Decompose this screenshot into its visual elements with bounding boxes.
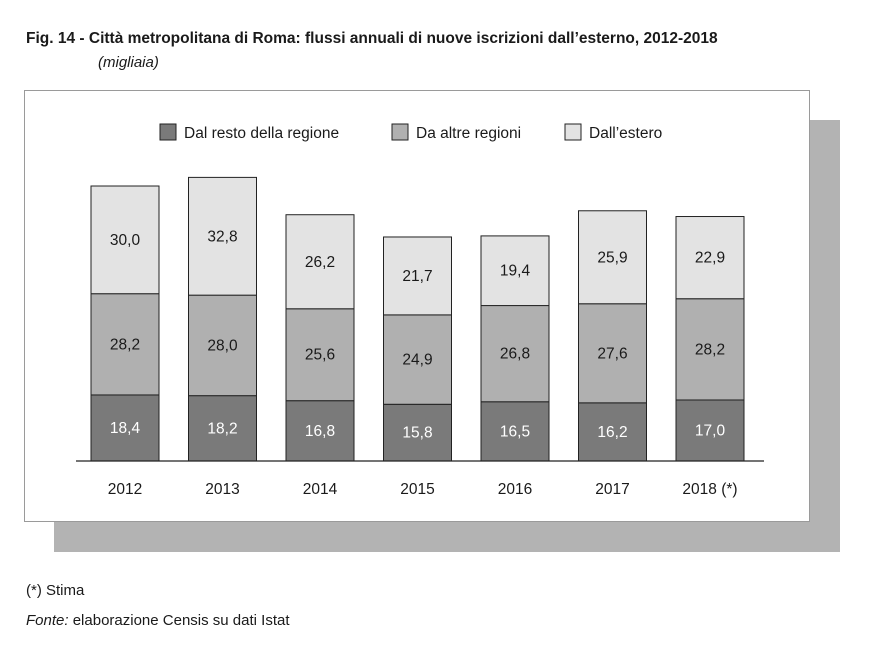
bar-segment-2018-s2 <box>675 298 745 401</box>
x-tick-label-4: 2015 <box>400 481 434 498</box>
data-label-2016-s1: 16,5 <box>500 423 530 440</box>
legend-label-3: Dall’estero <box>589 125 662 142</box>
data-label-2018-s3: 22,9 <box>695 250 725 267</box>
data-label-2013-s3: 32,8 <box>207 228 237 245</box>
source-text: elaborazione Censis su dati Istat <box>72 612 290 629</box>
data-label-2016-s3: 19,4 <box>500 263 531 280</box>
bar-segment-2013-s2 <box>188 294 257 397</box>
data-label-2017-s3: 25,9 <box>597 249 627 266</box>
footnote: (*) Stima <box>26 582 85 599</box>
data-label-2014-s1: 16,8 <box>305 423 335 440</box>
data-label-2015-s3: 21,7 <box>402 268 432 285</box>
data-label-2014-s3: 26,2 <box>305 254 335 271</box>
bar-segment-2018-s3 <box>675 216 745 300</box>
bar-segment-2017-s2 <box>578 303 647 404</box>
x-tick-label-2: 2013 <box>205 481 239 498</box>
bar-segment-2018-s1 <box>675 399 745 462</box>
data-label-2017-s2: 27,6 <box>597 345 627 362</box>
bar-segment-2016-s3 <box>480 235 550 307</box>
data-label-2018-s1: 17,0 <box>695 422 726 439</box>
legend-swatch-1 <box>159 123 177 141</box>
data-label-2015-s1: 15,8 <box>402 425 432 442</box>
data-label-2012-s3: 30,0 <box>110 232 141 249</box>
bar-segment-2012-s2 <box>90 293 160 396</box>
x-tick-label-6: 2017 <box>595 481 629 498</box>
data-label-2013-s2: 28,0 <box>207 337 238 354</box>
legend-label-2: Da altre regioni <box>416 125 521 142</box>
bar-segment-2013-s3 <box>188 176 257 296</box>
bar-segment-2017-s1 <box>578 402 647 462</box>
legend-swatch-3 <box>564 123 582 141</box>
data-label-2018-s2: 28,2 <box>695 341 725 358</box>
x-tick-label-7: 2018 (*) <box>682 481 737 498</box>
x-tick-label-3: 2014 <box>303 481 338 498</box>
legend-label-1: Dal resto della regione <box>184 125 339 142</box>
data-label-2012-s1: 18,4 <box>110 420 141 437</box>
source-note: Fonte: elaborazione Censis su dati Istat <box>26 612 290 629</box>
legend-swatch-2 <box>391 123 409 141</box>
bar-segment-2014-s3 <box>285 214 355 310</box>
bar-segment-2015-s3 <box>383 236 452 316</box>
bar-segment-2017-s3 <box>578 210 647 305</box>
figure-title: Fig. 14 - Città metropolitana di Roma: f… <box>26 30 718 47</box>
data-label-2016-s2: 26,8 <box>500 346 530 363</box>
bar-segment-2012-s1 <box>90 394 160 462</box>
source-label: Fonte: <box>26 612 69 629</box>
bar-segment-2016-s1 <box>480 401 550 462</box>
data-label-2013-s1: 18,2 <box>207 420 237 437</box>
bar-segment-2012-s3 <box>90 185 160 295</box>
data-label-2015-s2: 24,9 <box>402 352 432 369</box>
bar-segment-2013-s1 <box>188 395 257 462</box>
figure-subtitle: (migliaia) <box>98 54 159 71</box>
x-tick-label-1: 2012 <box>108 481 142 498</box>
data-label-2017-s1: 16,2 <box>597 424 627 441</box>
bar-segment-2015-s2 <box>383 314 452 405</box>
bar-segment-2015-s1 <box>383 403 452 462</box>
data-label-2014-s2: 25,6 <box>305 347 335 364</box>
bar-segment-2016-s2 <box>480 305 550 403</box>
data-label-2012-s2: 28,2 <box>110 336 140 353</box>
x-tick-label-5: 2016 <box>498 481 532 498</box>
